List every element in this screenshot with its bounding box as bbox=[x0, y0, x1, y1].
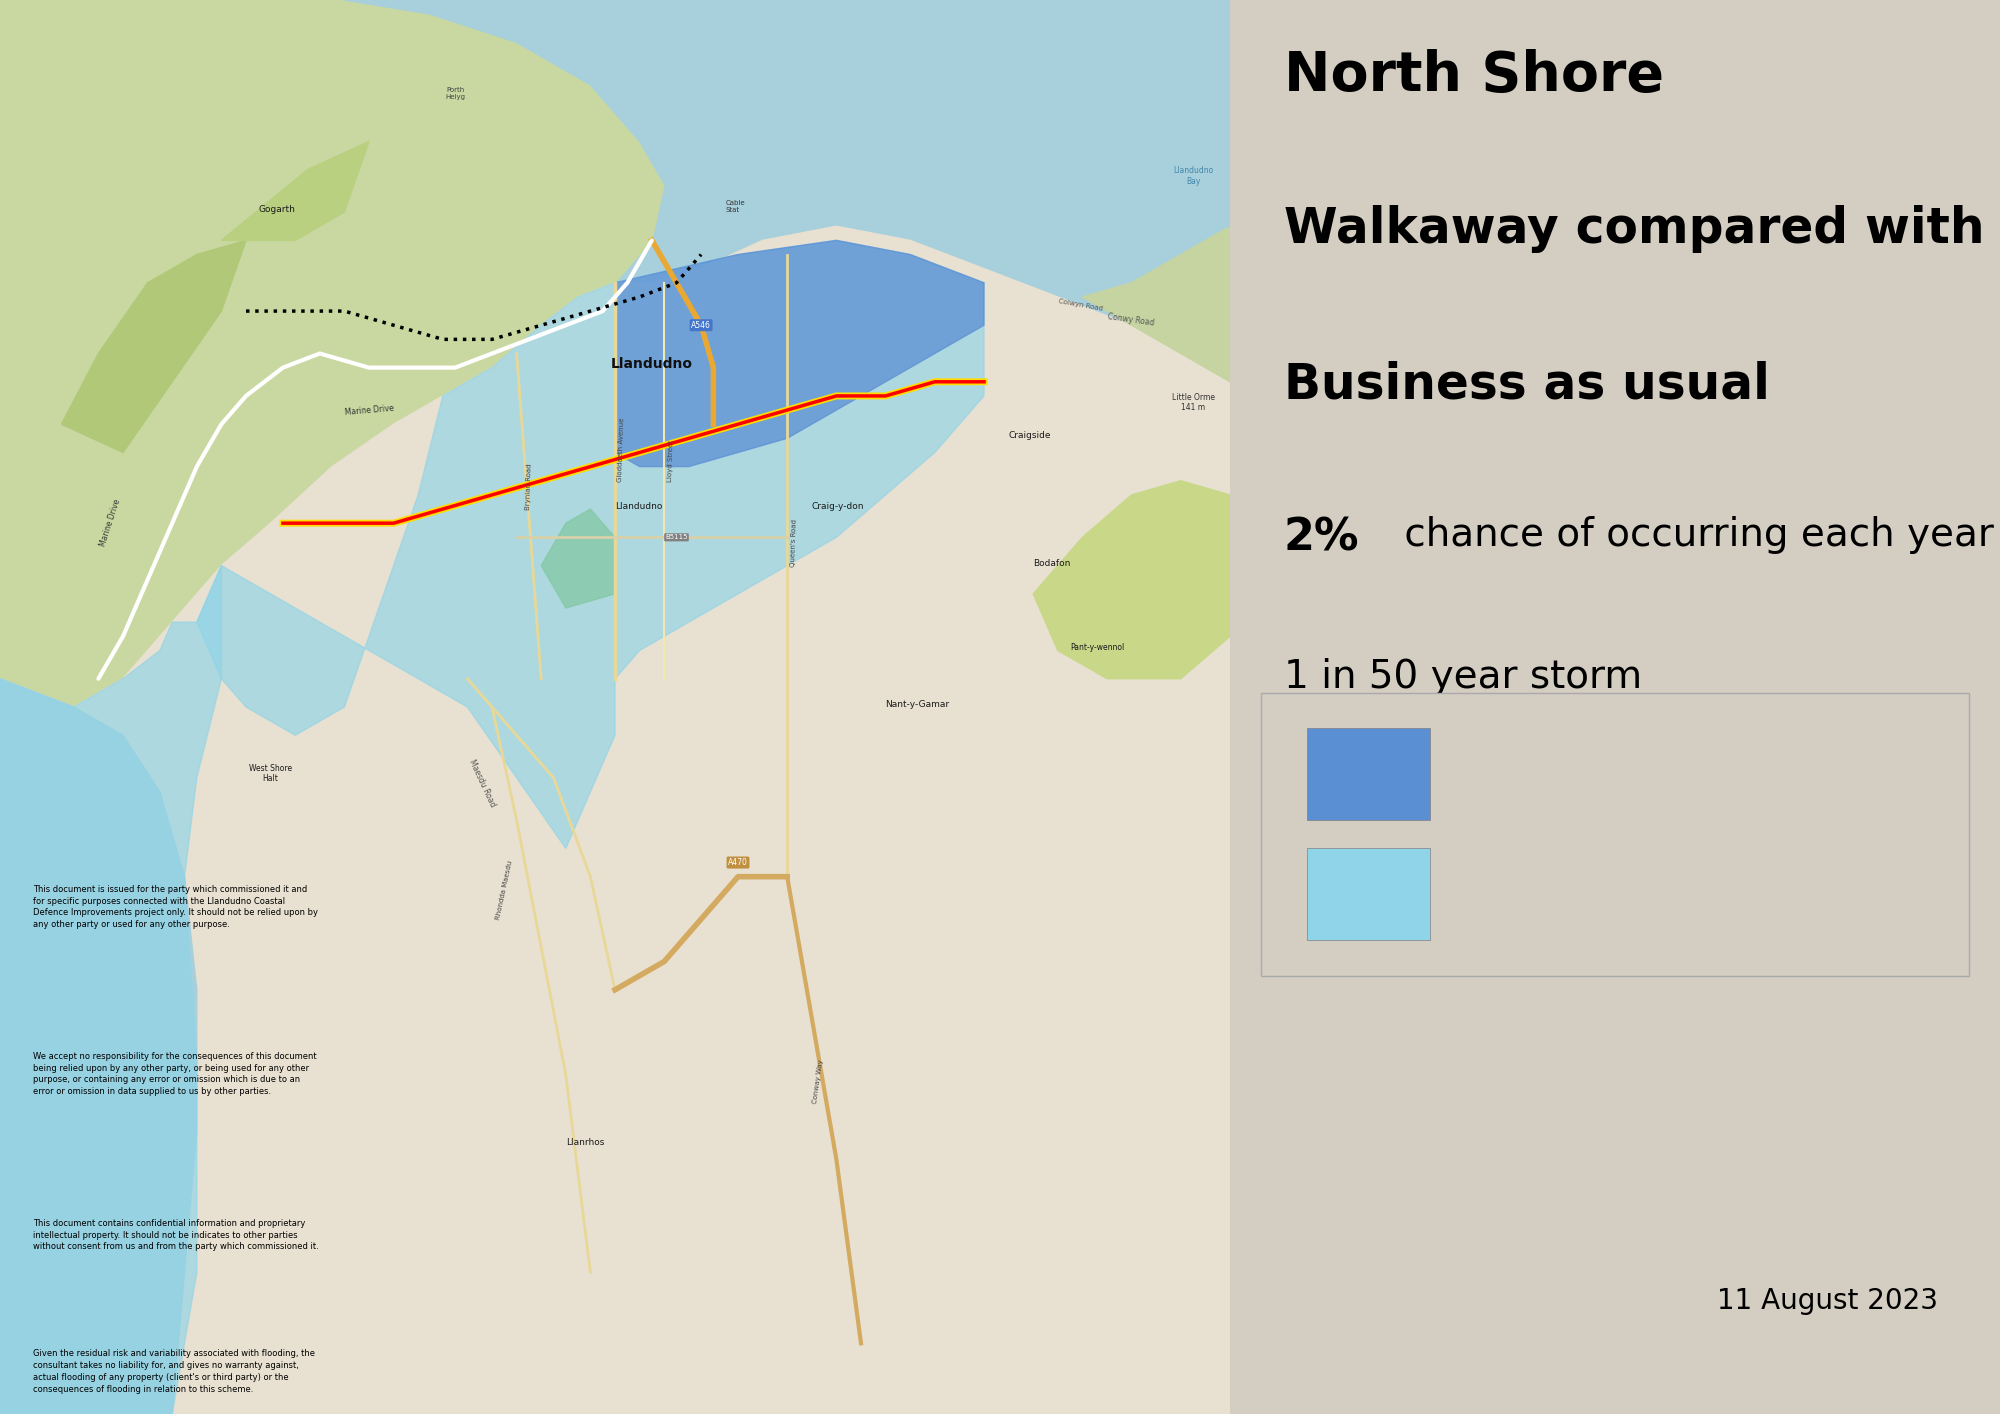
Text: Colwyn Road: Colwyn Road bbox=[1058, 298, 1104, 312]
Text: Given the residual risk and variability associated with flooding, the
consultant: Given the residual risk and variability … bbox=[32, 1349, 316, 1394]
Text: Business as usual: Business as usual bbox=[1284, 361, 1770, 409]
Text: Bryniau Road: Bryniau Road bbox=[526, 464, 532, 510]
Text: A546: A546 bbox=[692, 321, 712, 329]
Text: Walkaway: Walkaway bbox=[1460, 880, 1618, 908]
Polygon shape bbox=[0, 679, 196, 1414]
Bar bbox=[1308, 728, 1430, 820]
Text: Conwy Road: Conwy Road bbox=[1108, 311, 1154, 327]
Text: Gogarth: Gogarth bbox=[258, 205, 296, 214]
Polygon shape bbox=[0, 0, 664, 707]
Text: chance of occurring each year: chance of occurring each year bbox=[1392, 516, 1994, 554]
Polygon shape bbox=[616, 240, 984, 467]
Text: Conway Way: Conway Way bbox=[812, 1059, 824, 1104]
Text: Lloyd Street: Lloyd Street bbox=[666, 440, 674, 482]
Text: 11 August 2023: 11 August 2023 bbox=[1718, 1287, 1938, 1315]
Text: Walkaway compared with: Walkaway compared with bbox=[1284, 205, 1984, 253]
Text: This document contains confidential information and proprietary
intellectual pro: This document contains confidential info… bbox=[32, 1219, 318, 1251]
Text: B5115: B5115 bbox=[666, 534, 688, 540]
Polygon shape bbox=[1034, 481, 1230, 679]
Text: Nant-y-Gamar: Nant-y-Gamar bbox=[886, 700, 950, 708]
Text: Llandudno: Llandudno bbox=[610, 356, 692, 370]
Polygon shape bbox=[196, 240, 984, 848]
Polygon shape bbox=[222, 141, 368, 240]
Text: This document is issued for the party which commissioned it and
for specific pur: This document is issued for the party wh… bbox=[32, 885, 318, 929]
Text: A470: A470 bbox=[728, 858, 748, 867]
Text: Business as usual: Business as usual bbox=[1460, 756, 1738, 785]
Polygon shape bbox=[344, 0, 1230, 240]
Text: Bodafon: Bodafon bbox=[1034, 559, 1070, 567]
Bar bbox=[1308, 848, 1430, 940]
Text: Craigside: Craigside bbox=[1008, 431, 1052, 440]
Text: Gloddaeth Avenue: Gloddaeth Avenue bbox=[618, 417, 626, 482]
Text: 2%: 2% bbox=[1284, 516, 1360, 559]
Text: Pant-y-wennol: Pant-y-wennol bbox=[1070, 643, 1124, 652]
Text: Porth
Helyg: Porth Helyg bbox=[446, 88, 466, 100]
Text: Rhondda Maesdu: Rhondda Maesdu bbox=[496, 860, 514, 921]
Polygon shape bbox=[0, 566, 222, 1414]
Polygon shape bbox=[542, 509, 616, 608]
Text: Llanrhos: Llanrhos bbox=[566, 1138, 604, 1147]
Text: West Shore
Halt: West Shore Halt bbox=[250, 764, 292, 783]
Text: Craig-y-don: Craig-y-don bbox=[812, 502, 864, 510]
Text: Marine Drive: Marine Drive bbox=[344, 403, 394, 417]
Text: 1 in 50 year storm: 1 in 50 year storm bbox=[1284, 658, 1642, 696]
Polygon shape bbox=[1082, 226, 1230, 382]
Text: Cable
Stat: Cable Stat bbox=[726, 201, 746, 214]
Text: North Shore: North Shore bbox=[1284, 49, 1664, 103]
Text: Marine Drive: Marine Drive bbox=[98, 498, 122, 549]
Text: Llandudno
Bay: Llandudno Bay bbox=[1172, 167, 1214, 185]
Text: Llandudno: Llandudno bbox=[616, 502, 662, 510]
Text: We accept no responsibility for the consequences of this document
being relied u: We accept no responsibility for the cons… bbox=[32, 1052, 316, 1096]
Polygon shape bbox=[0, 226, 1230, 1414]
Text: Queen's Road: Queen's Road bbox=[790, 519, 798, 567]
Text: Maesdu Road: Maesdu Road bbox=[468, 758, 498, 807]
FancyBboxPatch shape bbox=[1260, 693, 1970, 976]
Text: Little Orme
141 m: Little Orme 141 m bbox=[1172, 393, 1214, 411]
Polygon shape bbox=[62, 240, 246, 452]
